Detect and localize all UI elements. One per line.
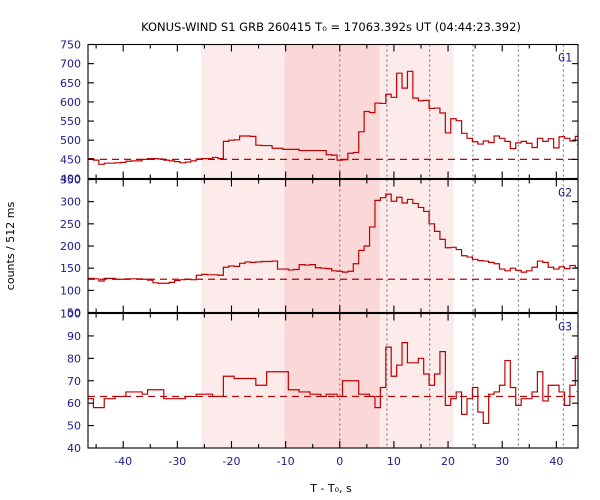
y-tick-label: 50: [67, 307, 81, 320]
x-tick-label: 40: [549, 455, 563, 468]
plot-clip-right: [578, 312, 600, 449]
panel-g1: 400 450 500 550 600 650 700 750 G1: [60, 39, 600, 186]
y-tick-label: 450: [60, 153, 81, 166]
panel-label-g3: G3: [558, 320, 572, 334]
x-tick-label: -40: [114, 455, 132, 468]
page-title: KONUS-WIND S1 GRB 260415 T₀ = 17063.392s…: [141, 20, 521, 34]
x-tick-label: 30: [495, 455, 509, 468]
y-tick-label: 200: [60, 240, 81, 253]
y-tick-label: 50: [67, 420, 81, 433]
y-tick-label: 60: [67, 397, 81, 410]
x-tick-label: 0: [336, 455, 343, 468]
shaded-interval: [201, 313, 285, 448]
x-tick-label: 20: [441, 455, 455, 468]
y-tick-label: 80: [67, 352, 81, 365]
x-axis-label: T - T₀, s: [309, 482, 352, 495]
shaded-interval: [201, 44, 285, 179]
y-tick-label: 600: [60, 96, 81, 109]
light-curve-g2: [88, 193, 600, 286]
plot-clip-right: [578, 43, 600, 180]
y-axis-label: counts / 512 ms: [4, 202, 17, 291]
y-tick-label: 650: [60, 77, 81, 90]
panel-label-g2: G2: [558, 186, 572, 200]
y-tick-label: 350: [60, 174, 81, 187]
x-tick-label: -10: [277, 455, 295, 468]
shaded-interval: [284, 313, 380, 448]
panels-group: 400450500550600650700750G150100150200250…: [60, 39, 600, 468]
panel-label-g1: G1: [558, 51, 572, 65]
y-tick-label: 700: [60, 58, 81, 71]
y-tick-label: 300: [60, 196, 81, 209]
plot-clip-right: [578, 178, 600, 314]
y-tick-label: 100: [60, 284, 81, 297]
y-tick-label: 550: [60, 115, 81, 128]
y-tick-label: 100: [60, 308, 81, 321]
y-tick-label: 90: [67, 330, 81, 343]
y-tick-label: 40: [67, 442, 81, 455]
shaded-interval: [201, 179, 285, 313]
y-tick-label: 400: [60, 173, 81, 186]
x-tick-label: 10: [387, 455, 401, 468]
y-tick-label: 750: [60, 39, 81, 52]
light-curve-g3: [88, 326, 600, 438]
y-tick-label: 500: [60, 134, 81, 147]
y-tick-label: 250: [60, 218, 81, 231]
x-tick-label: -30: [168, 455, 186, 468]
panel-frame: [87, 43, 579, 180]
y-tick-label: 70: [67, 375, 81, 388]
panel-g3: 40 50 60 70 80 90 100 G3: [60, 308, 600, 455]
shaded-interval: [379, 313, 454, 448]
x-tick-label: -20: [222, 455, 240, 468]
y-tick-label: 150: [60, 262, 81, 275]
light-curve-g1: [88, 70, 600, 169]
shaded-interval: [379, 44, 454, 179]
